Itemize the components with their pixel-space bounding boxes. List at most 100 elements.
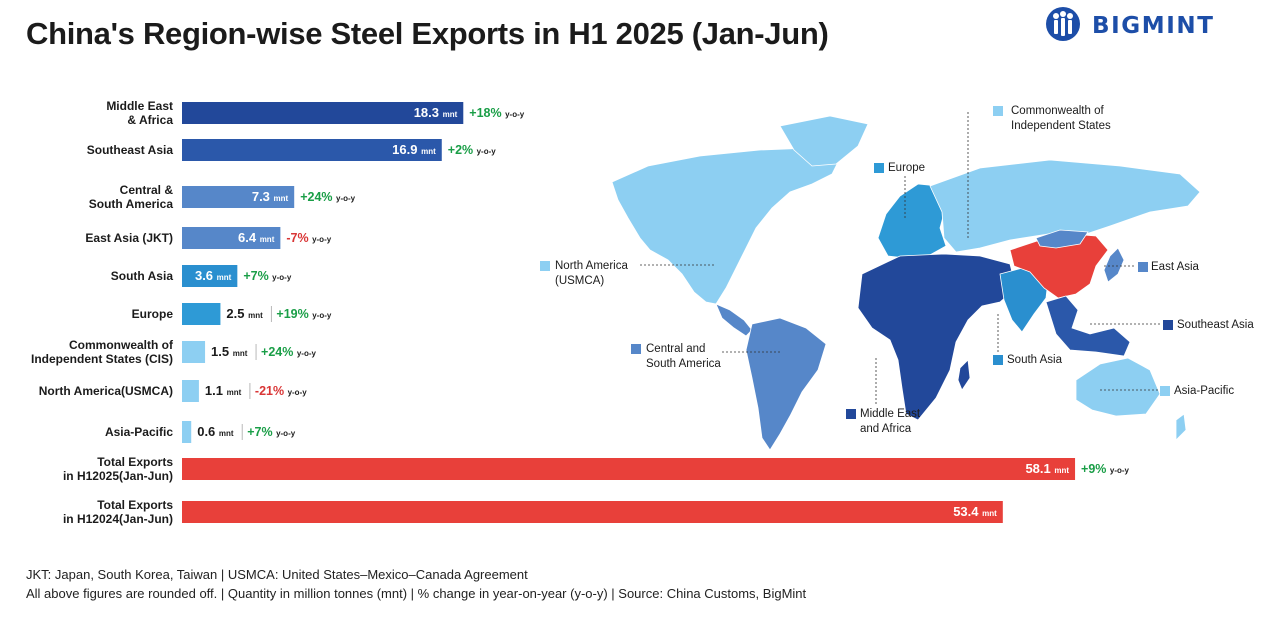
data-label-value: 53.4 — [953, 504, 982, 519]
bar — [182, 186, 295, 208]
map-madagascar — [957, 359, 971, 391]
category-label-line: Southeast Asia — [87, 143, 174, 157]
category-label: Total Exports in H12025(Jan-Jun) — [63, 455, 173, 483]
change-label-value: +7% — [247, 425, 276, 439]
map-legend-swatch — [874, 163, 884, 173]
category-label: East Asia (JKT) — [85, 231, 173, 245]
map-region-label: Commonwealth of Independent States — [1011, 105, 1111, 132]
change-label-suffix: y-o-y — [1110, 466, 1130, 475]
category-label-line: South America — [89, 197, 174, 211]
data-label-unit: mnt — [227, 388, 242, 397]
map-legend-swatch — [1163, 320, 1173, 330]
data-label-value: 6.4 — [238, 230, 260, 245]
map-region-label: Asia-Pacific — [1174, 385, 1234, 397]
change-label-suffix: y-o-y — [505, 110, 525, 119]
data-label-value: 16.9 — [392, 142, 421, 157]
map-middle-east-africa — [857, 253, 1017, 421]
change-label-suffix: y-o-y — [312, 235, 332, 244]
category-label-line: in H12025(Jan-Jun) — [63, 469, 173, 483]
change-label-value: -21% — [255, 384, 288, 398]
map-south-america — [745, 317, 827, 451]
map-legend-swatch — [1160, 386, 1170, 396]
change-label: +7% y-o-y — [243, 269, 292, 283]
map-region-label-line: and Africa — [860, 423, 912, 435]
change-label: +9% y-o-y — [1081, 462, 1130, 476]
category-label-line: Middle East — [106, 99, 173, 113]
map-region-label-line: (USMCA) — [555, 275, 604, 287]
data-label-value: 18.3 — [414, 105, 443, 120]
data-label: 6.4 mnt — [238, 230, 275, 245]
category-label-line: South Asia — [111, 269, 174, 283]
data-label: 2.5 mnt — [226, 306, 263, 321]
map-region-label-line: Independent States — [1011, 120, 1111, 132]
map-legend-swatch — [1138, 262, 1148, 272]
data-label: 1.1 mnt — [205, 383, 242, 398]
change-label-value: +7% — [243, 269, 272, 283]
map-region-label: Central and South America — [646, 343, 721, 370]
map-region-label-line: Southeast Asia — [1177, 319, 1254, 331]
bar — [182, 303, 221, 325]
change-label-suffix: y-o-y — [272, 273, 292, 282]
map-cis — [929, 159, 1201, 253]
category-label: South Asia — [111, 269, 174, 283]
map-region-label: Middle East and Africa — [860, 408, 921, 435]
bar — [182, 421, 192, 443]
bar — [182, 458, 1076, 480]
bar — [182, 341, 206, 363]
change-label-suffix: y-o-y — [336, 194, 356, 203]
category-label-line: Central & — [120, 183, 174, 197]
chart-title: China's Region-wise Steel Exports in H1 … — [26, 16, 829, 51]
bar — [182, 501, 1003, 523]
bar — [182, 139, 442, 161]
category-label: Southeast Asia — [87, 143, 174, 157]
bar — [182, 380, 199, 402]
category-label: Europe — [132, 307, 174, 321]
category-label: Asia-Pacific — [105, 425, 173, 439]
data-label: 18.3 mnt — [414, 105, 458, 120]
category-label-line: Independent States (CIS) — [31, 352, 173, 366]
change-label: +19% y-o-y — [276, 307, 331, 321]
map-region-label-line: South Asia — [1007, 354, 1063, 366]
category-label: Total Exports in H12024(Jan-Jun) — [63, 498, 173, 526]
category-label-line: Asia-Pacific — [105, 425, 173, 439]
change-label-suffix: y-o-y — [276, 429, 296, 438]
category-label-line: East Asia (JKT) — [85, 231, 173, 245]
map-region-label: Europe — [888, 162, 925, 174]
steel-exports-chart: Commonwealth of Independent States Europe N… — [0, 88, 1280, 538]
data-label-unit: mnt — [443, 110, 458, 119]
map-region-label-line: Europe — [888, 162, 925, 174]
change-label: +7% y-o-y — [247, 425, 296, 439]
change-label-value: +18% — [469, 106, 505, 120]
category-label-line: & Africa — [127, 113, 173, 127]
data-label-value: 7.3 — [252, 189, 274, 204]
map-greenland — [779, 115, 869, 167]
change-label: +2% y-o-y — [448, 143, 497, 157]
change-label-value: +24% — [261, 345, 297, 359]
change-label-suffix: y-o-y — [312, 311, 332, 320]
map-region-label: South Asia — [1007, 354, 1063, 366]
change-label: -7% y-o-y — [286, 231, 331, 245]
data-label: 58.1 mnt — [1025, 461, 1069, 476]
data-label-unit: mnt — [248, 311, 263, 320]
map-region-label-line: North America — [555, 260, 628, 272]
category-label-line: Commonwealth of — [69, 338, 174, 352]
data-label-unit: mnt — [1054, 466, 1069, 475]
map-east-asia-jkt — [1103, 247, 1125, 283]
data-label-unit: mnt — [982, 509, 997, 518]
data-label-unit: mnt — [274, 194, 289, 203]
map-label-layer: Commonwealth of Independent States Europe N… — [540, 105, 1254, 435]
data-label-value: 58.1 — [1025, 461, 1054, 476]
map-legend-swatch — [540, 261, 550, 271]
data-label-unit: mnt — [421, 147, 436, 156]
map-region-label-line: Commonwealth of — [1011, 105, 1104, 117]
map-southeast-asia — [1045, 295, 1131, 357]
category-label-line: in H12024(Jan-Jun) — [63, 512, 173, 526]
map-new-zealand — [1175, 413, 1187, 441]
bigmint-logo-icon — [1046, 7, 1080, 41]
category-label-line: North America(USMCA) — [39, 384, 173, 398]
data-label: 0.6 mnt — [197, 424, 234, 439]
change-label: -21% y-o-y — [255, 384, 307, 398]
category-label-line: Total Exports — [97, 498, 173, 512]
map-mongolia — [1035, 229, 1089, 249]
data-label-value: 2.5 — [226, 306, 248, 321]
